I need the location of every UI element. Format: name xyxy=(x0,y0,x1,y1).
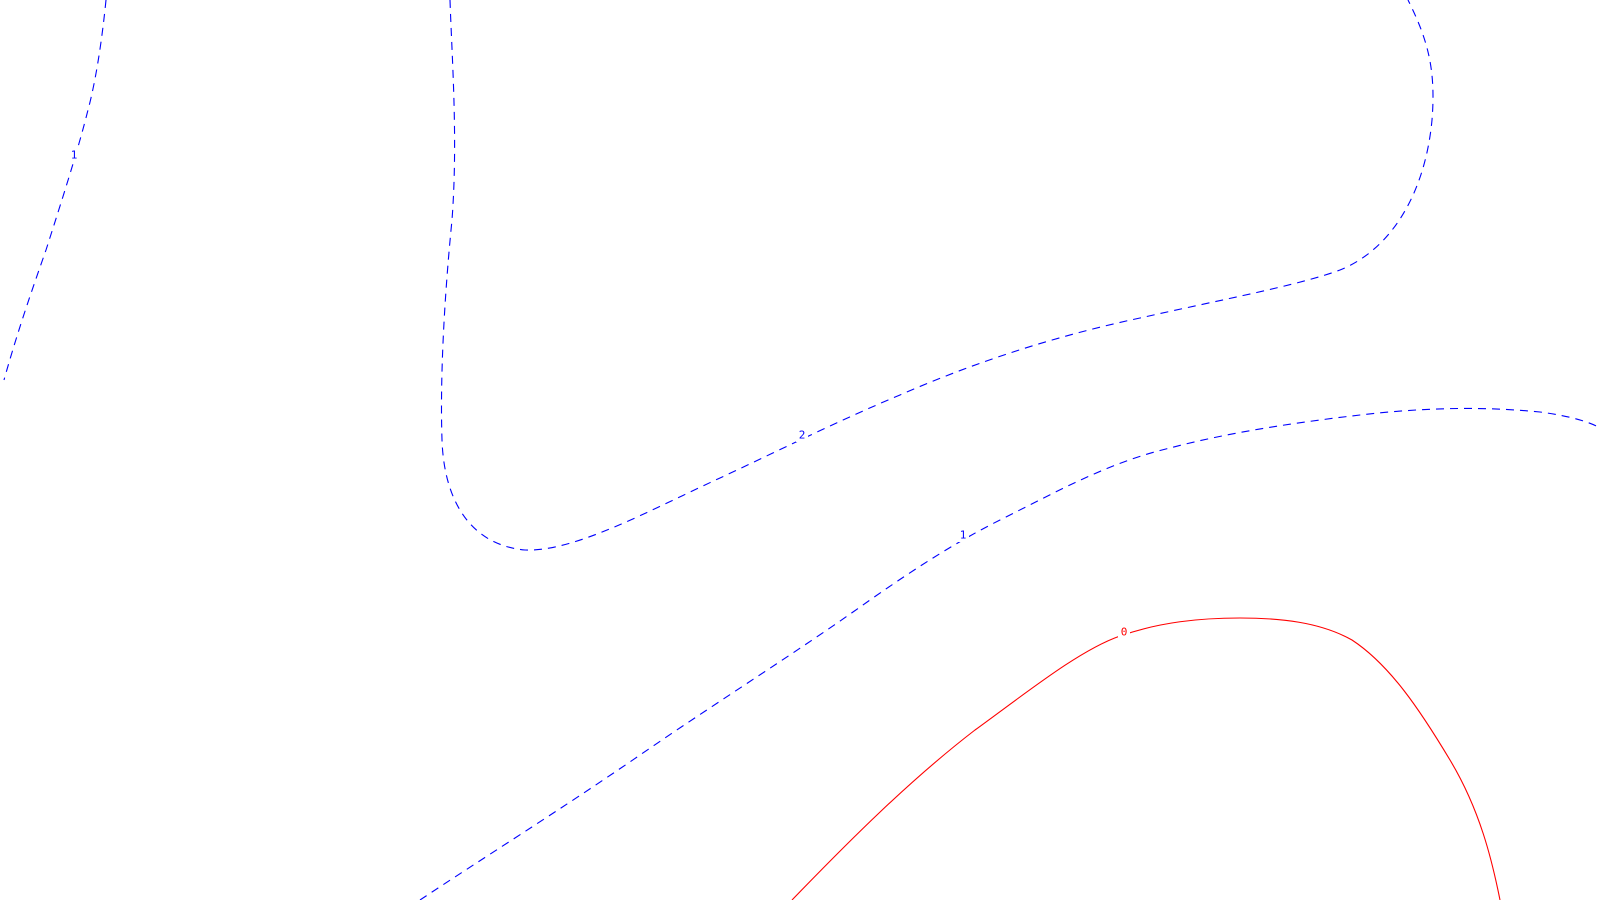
contour-label-1-middle: 1 xyxy=(960,529,967,542)
contour-line-2 xyxy=(440,0,1434,551)
label-bg xyxy=(68,148,80,162)
label-bg xyxy=(1118,625,1130,639)
contour-level-1-middle: 1 xyxy=(419,407,1600,900)
contour-label-2: 2 xyxy=(799,429,806,442)
contour-level-2: 2 xyxy=(440,0,1434,551)
label-bg xyxy=(796,428,808,442)
contour-line-1-middle xyxy=(419,407,1600,900)
contour-level-0: 0 xyxy=(791,617,1501,900)
contour-line-0 xyxy=(791,617,1501,900)
contour-label-1-upper-left: 1 xyxy=(71,149,78,162)
label-bg xyxy=(957,528,969,542)
contour-label-0: 0 xyxy=(1121,626,1128,639)
contour-level-1-upper-left: 1 xyxy=(3,0,107,381)
contour-line-1-upper-left xyxy=(3,0,107,381)
